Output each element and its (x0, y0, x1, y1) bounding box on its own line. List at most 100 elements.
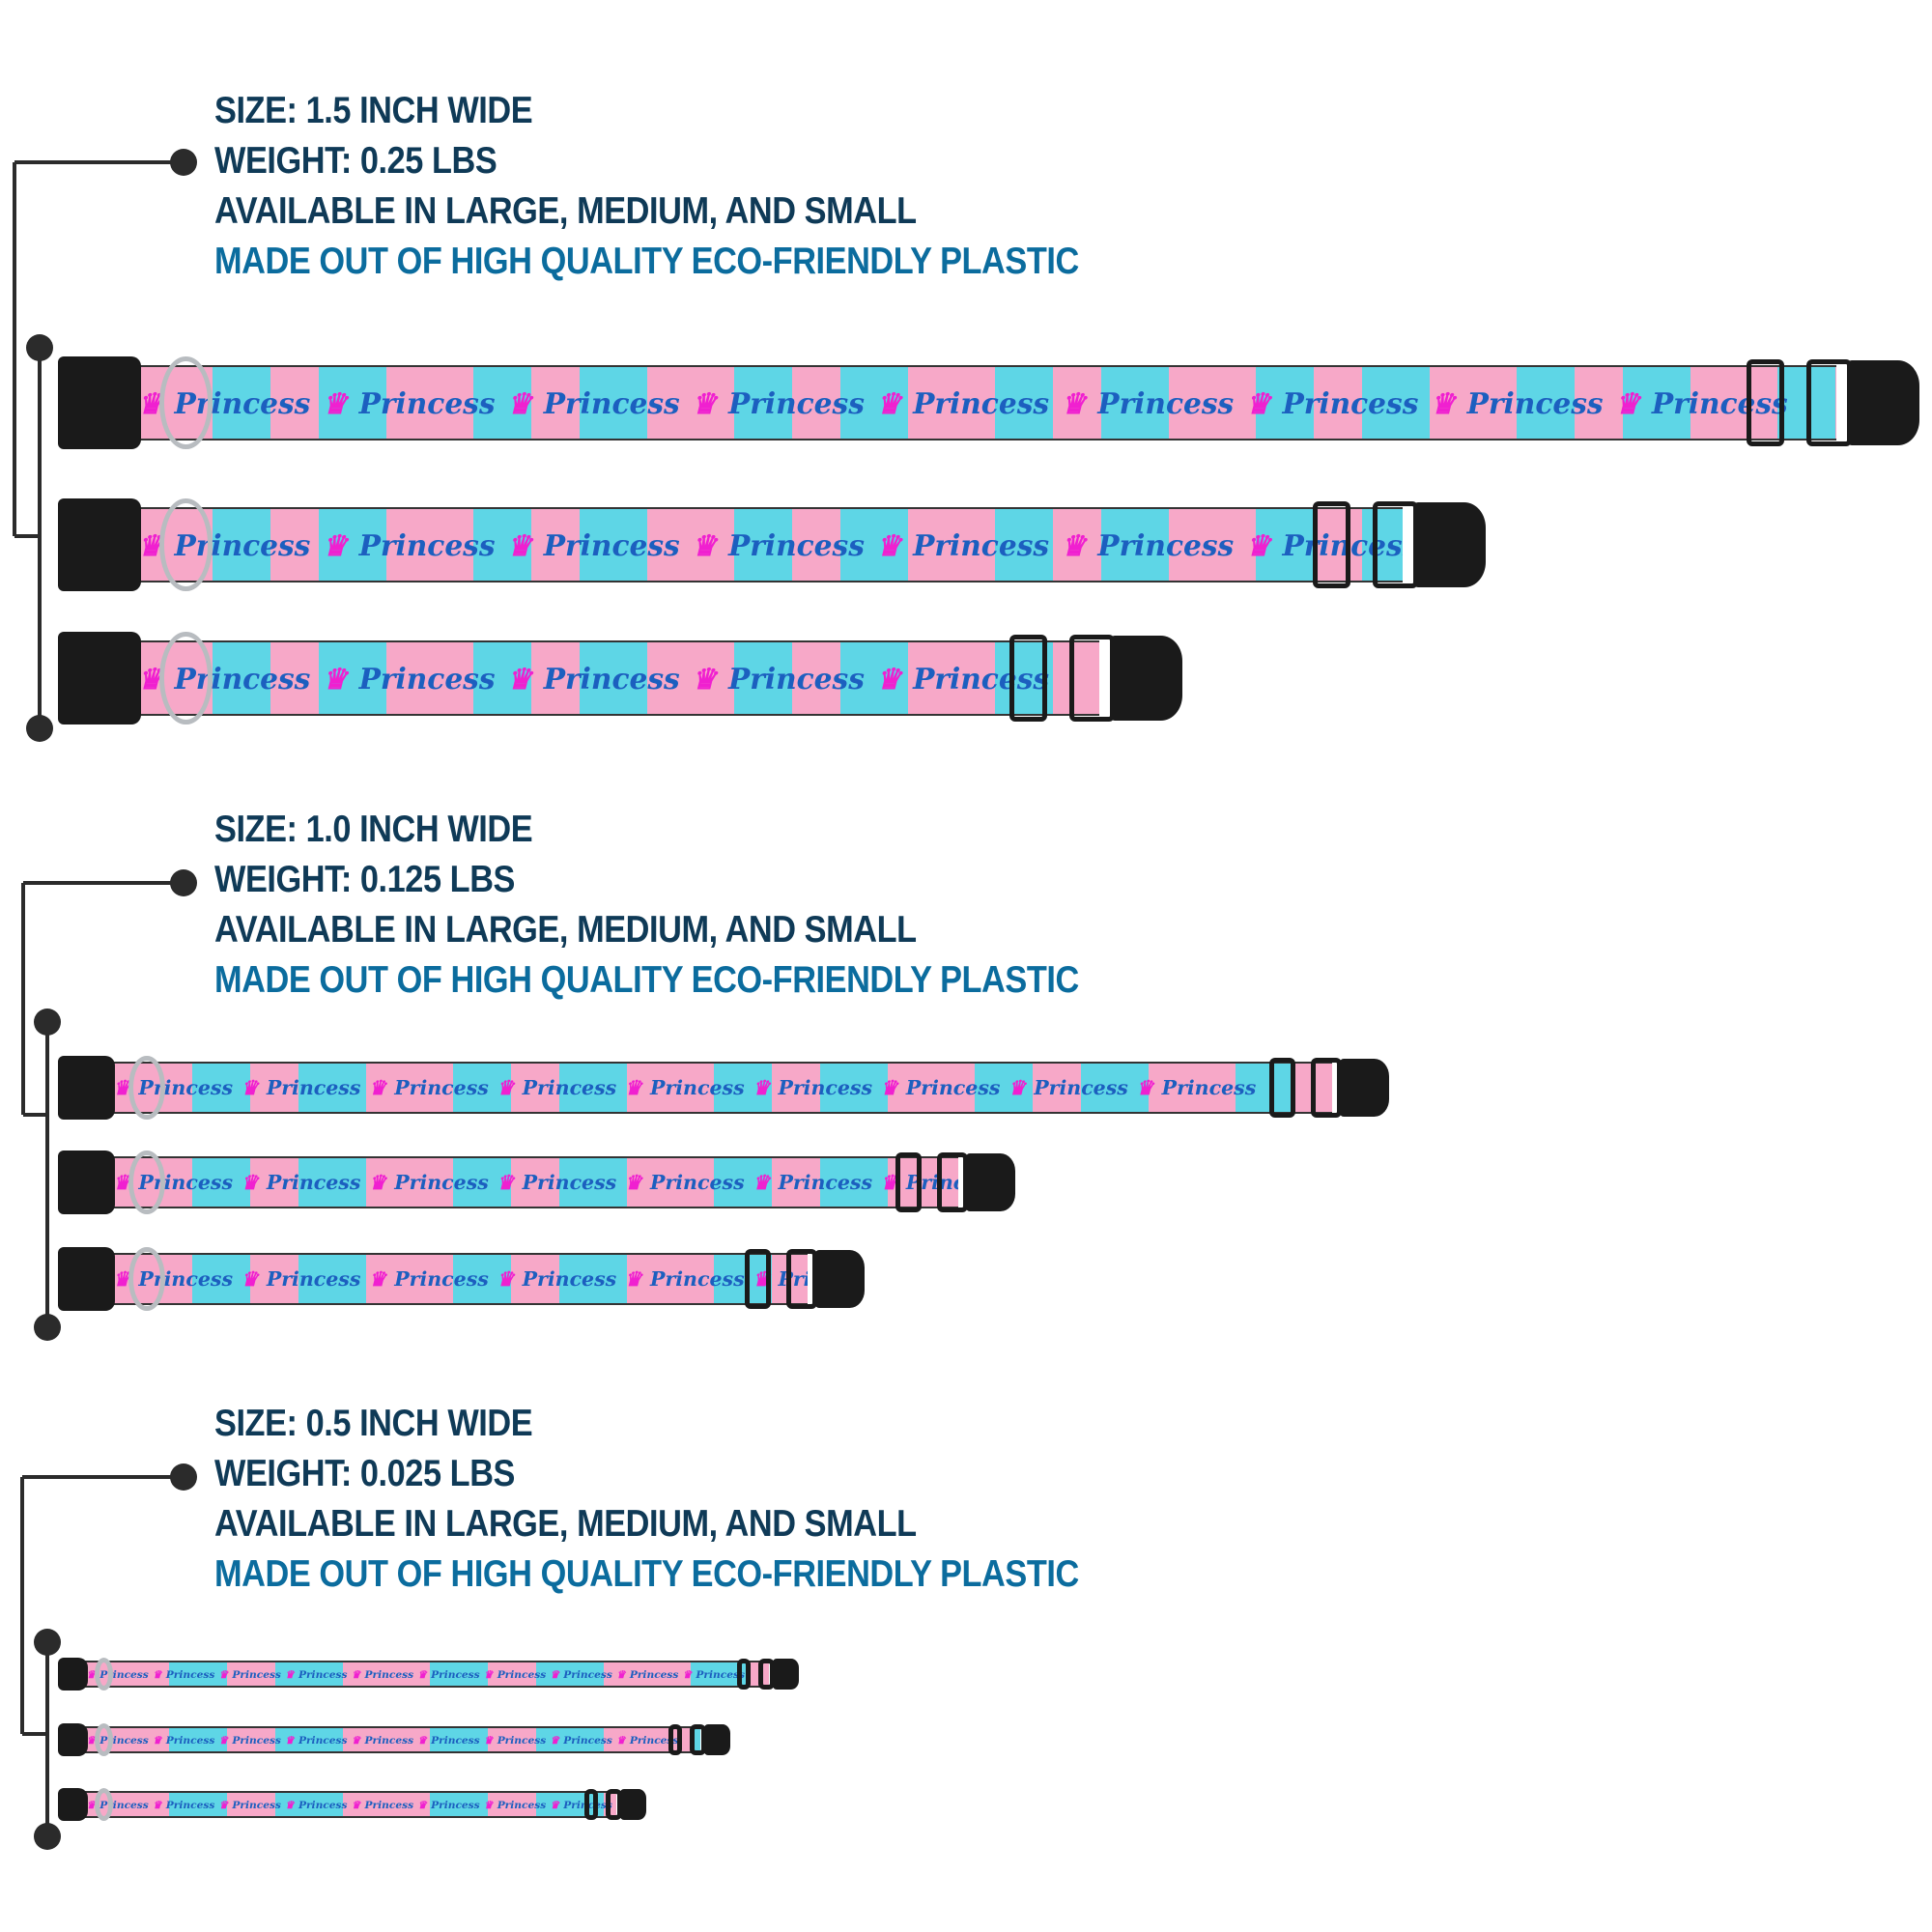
princess-text: Princess (696, 1667, 745, 1681)
keeper-loop (786, 1248, 818, 1310)
material-label: MADE OUT OF HIGH QUALITY ECO-FRIENDLY PL… (214, 241, 1079, 282)
size-label: SIZE: 1.5 INCH WIDE (214, 90, 533, 131)
collar-strap: ♛ Princess ♛ Princess ♛ Princess ♛ Princess ♛ Pri… (82, 1726, 701, 1753)
female-buckle (58, 1657, 88, 1691)
d-ring-icon (128, 1055, 165, 1121)
crown-icon: ♛ (1430, 385, 1456, 420)
female-buckle (58, 631, 141, 725)
crown-icon: ♛ (285, 1733, 295, 1747)
crown-icon: ♛ (417, 1667, 427, 1681)
availability-label: AVAILABLE IN LARGE, MEDIUM, AND SMALL (214, 909, 917, 951)
section-1-specs: SIZE: 1.5 INCH WIDE WEIGHT: 0.25 LBS AVA… (214, 86, 1079, 287)
crown-icon: ♛ (691, 661, 718, 696)
crown-icon: ♛ (752, 1267, 771, 1291)
princess-text: Princess (905, 1171, 958, 1194)
crown-icon: ♛ (691, 527, 718, 562)
crown-icon: ♛ (1245, 527, 1271, 562)
princess-text: Princess (358, 527, 496, 562)
collar-medium: ♛ Princess ♛ Princess ♛ Princess ♛ Princess ♛ Pri… (58, 497, 1486, 592)
crown-icon: ♛ (483, 1798, 494, 1811)
d-ring-icon (159, 355, 213, 450)
strap-pattern: ♛ Princess ♛ Princess ♛ Princess ♛ Princess ♛ Pri… (82, 1793, 611, 1816)
crown-icon: ♛ (506, 385, 532, 420)
crown-icon: ♛ (322, 385, 348, 420)
crown-icon: ♛ (616, 1667, 626, 1681)
crown-icon: ♛ (417, 1798, 427, 1811)
princess-text: Princess (543, 527, 680, 562)
princess-text: Princess (364, 1798, 414, 1811)
connector-line (14, 534, 40, 538)
connector-dot (170, 149, 197, 176)
weight-label: WEIGHT: 0.25 LBS (214, 140, 497, 182)
female-buckle (58, 1150, 116, 1215)
collar-large: ♛ Princess ♛ Princess ♛ Princess ♛ Princess ♛ Pri… (58, 1055, 1389, 1121)
collar-large: ♛ Princess ♛ Princess ♛ Princess ♛ Princess ♛ Pri… (58, 1657, 799, 1691)
tri-glide-slider (1746, 358, 1784, 447)
princess-text: Princess (266, 1267, 361, 1291)
female-buckle (58, 1787, 88, 1822)
crown-icon: ♛ (1060, 385, 1087, 420)
princess-text: Princess (1282, 385, 1419, 420)
female-buckle (58, 1246, 116, 1312)
crown-icon: ♛ (137, 661, 163, 696)
bracket-line (45, 1022, 49, 1327)
princess-text: Princess (543, 661, 680, 696)
princess-text: Princess (727, 661, 865, 696)
princess-text: Princess (364, 1733, 414, 1747)
male-buckle (1413, 502, 1486, 587)
strap-pattern: ♛ Princess ♛ Princess ♛ Princess ♛ Princess ♛ Pri… (82, 1728, 678, 1751)
tri-glide-slider (583, 1788, 598, 1821)
princess-text: Princess (1034, 1076, 1128, 1099)
male-buckle (1110, 636, 1182, 721)
crown-icon: ♛ (368, 1076, 387, 1099)
princess-text: Princess (232, 1798, 281, 1811)
crown-icon: ♛ (153, 1667, 162, 1681)
female-buckle (58, 1055, 116, 1121)
keeper-loop (1069, 634, 1115, 723)
crown-icon: ♛ (1614, 385, 1640, 420)
crown-icon: ♛ (218, 1733, 229, 1747)
crown-icon: ♛ (137, 527, 163, 562)
bracket-dot (26, 334, 53, 361)
collar-large: ♛ Princess ♛ Princess ♛ Princess ♛ Princess ♛ Pri… (58, 355, 1919, 450)
crown-icon: ♛ (550, 1798, 560, 1811)
princess-text: Princess (778, 1076, 873, 1099)
princess-text: Princess (165, 1733, 215, 1747)
princess-text: Princess (543, 385, 680, 420)
crown-icon: ♛ (112, 1267, 131, 1291)
crown-icon: ♛ (875, 385, 902, 420)
crown-icon: ♛ (241, 1076, 259, 1099)
collar-strap: ♛ Princess ♛ Princess ♛ Princess ♛ Princess ♛ Pri… (82, 1661, 770, 1688)
bracket-dot (34, 1009, 61, 1036)
crown-icon: ♛ (153, 1733, 162, 1747)
collar-small: ♛ Princess ♛ Princess ♛ Princess ♛ Princess ♛ Pri… (58, 1246, 865, 1312)
crown-icon: ♛ (875, 661, 902, 696)
princess-text: Princess (497, 1733, 547, 1747)
crown-icon: ♛ (368, 1267, 387, 1291)
connector-line (22, 1732, 47, 1736)
princess-text: Princess (266, 1171, 361, 1194)
crown-icon: ♛ (137, 385, 163, 420)
crown-icon: ♛ (880, 1076, 898, 1099)
princess-text: Princess (913, 527, 1050, 562)
princess-text: Princess (727, 527, 865, 562)
crown-icon: ♛ (752, 1171, 771, 1194)
connector-line (13, 162, 16, 536)
keeper-loop (1311, 1057, 1343, 1119)
crown-icon: ♛ (497, 1267, 515, 1291)
bracket-dot (34, 1629, 61, 1656)
crown-icon: ♛ (417, 1733, 427, 1747)
crown-icon: ♛ (285, 1798, 295, 1811)
crown-icon: ♛ (880, 1171, 898, 1194)
crown-icon: ♛ (483, 1667, 494, 1681)
tri-glide-slider (744, 1248, 771, 1310)
crown-icon: ♛ (1136, 1076, 1154, 1099)
crown-icon: ♛ (351, 1667, 361, 1681)
princess-text: Princess (165, 1667, 215, 1681)
female-buckle (58, 1722, 88, 1757)
male-buckle (965, 1152, 1015, 1212)
princess-text: Princess (266, 1076, 361, 1099)
connector-dot (170, 869, 197, 896)
crown-icon: ♛ (616, 1733, 626, 1747)
collar-medium: ♛ Princess ♛ Princess ♛ Princess ♛ Princess ♛ Pri… (58, 1722, 730, 1757)
